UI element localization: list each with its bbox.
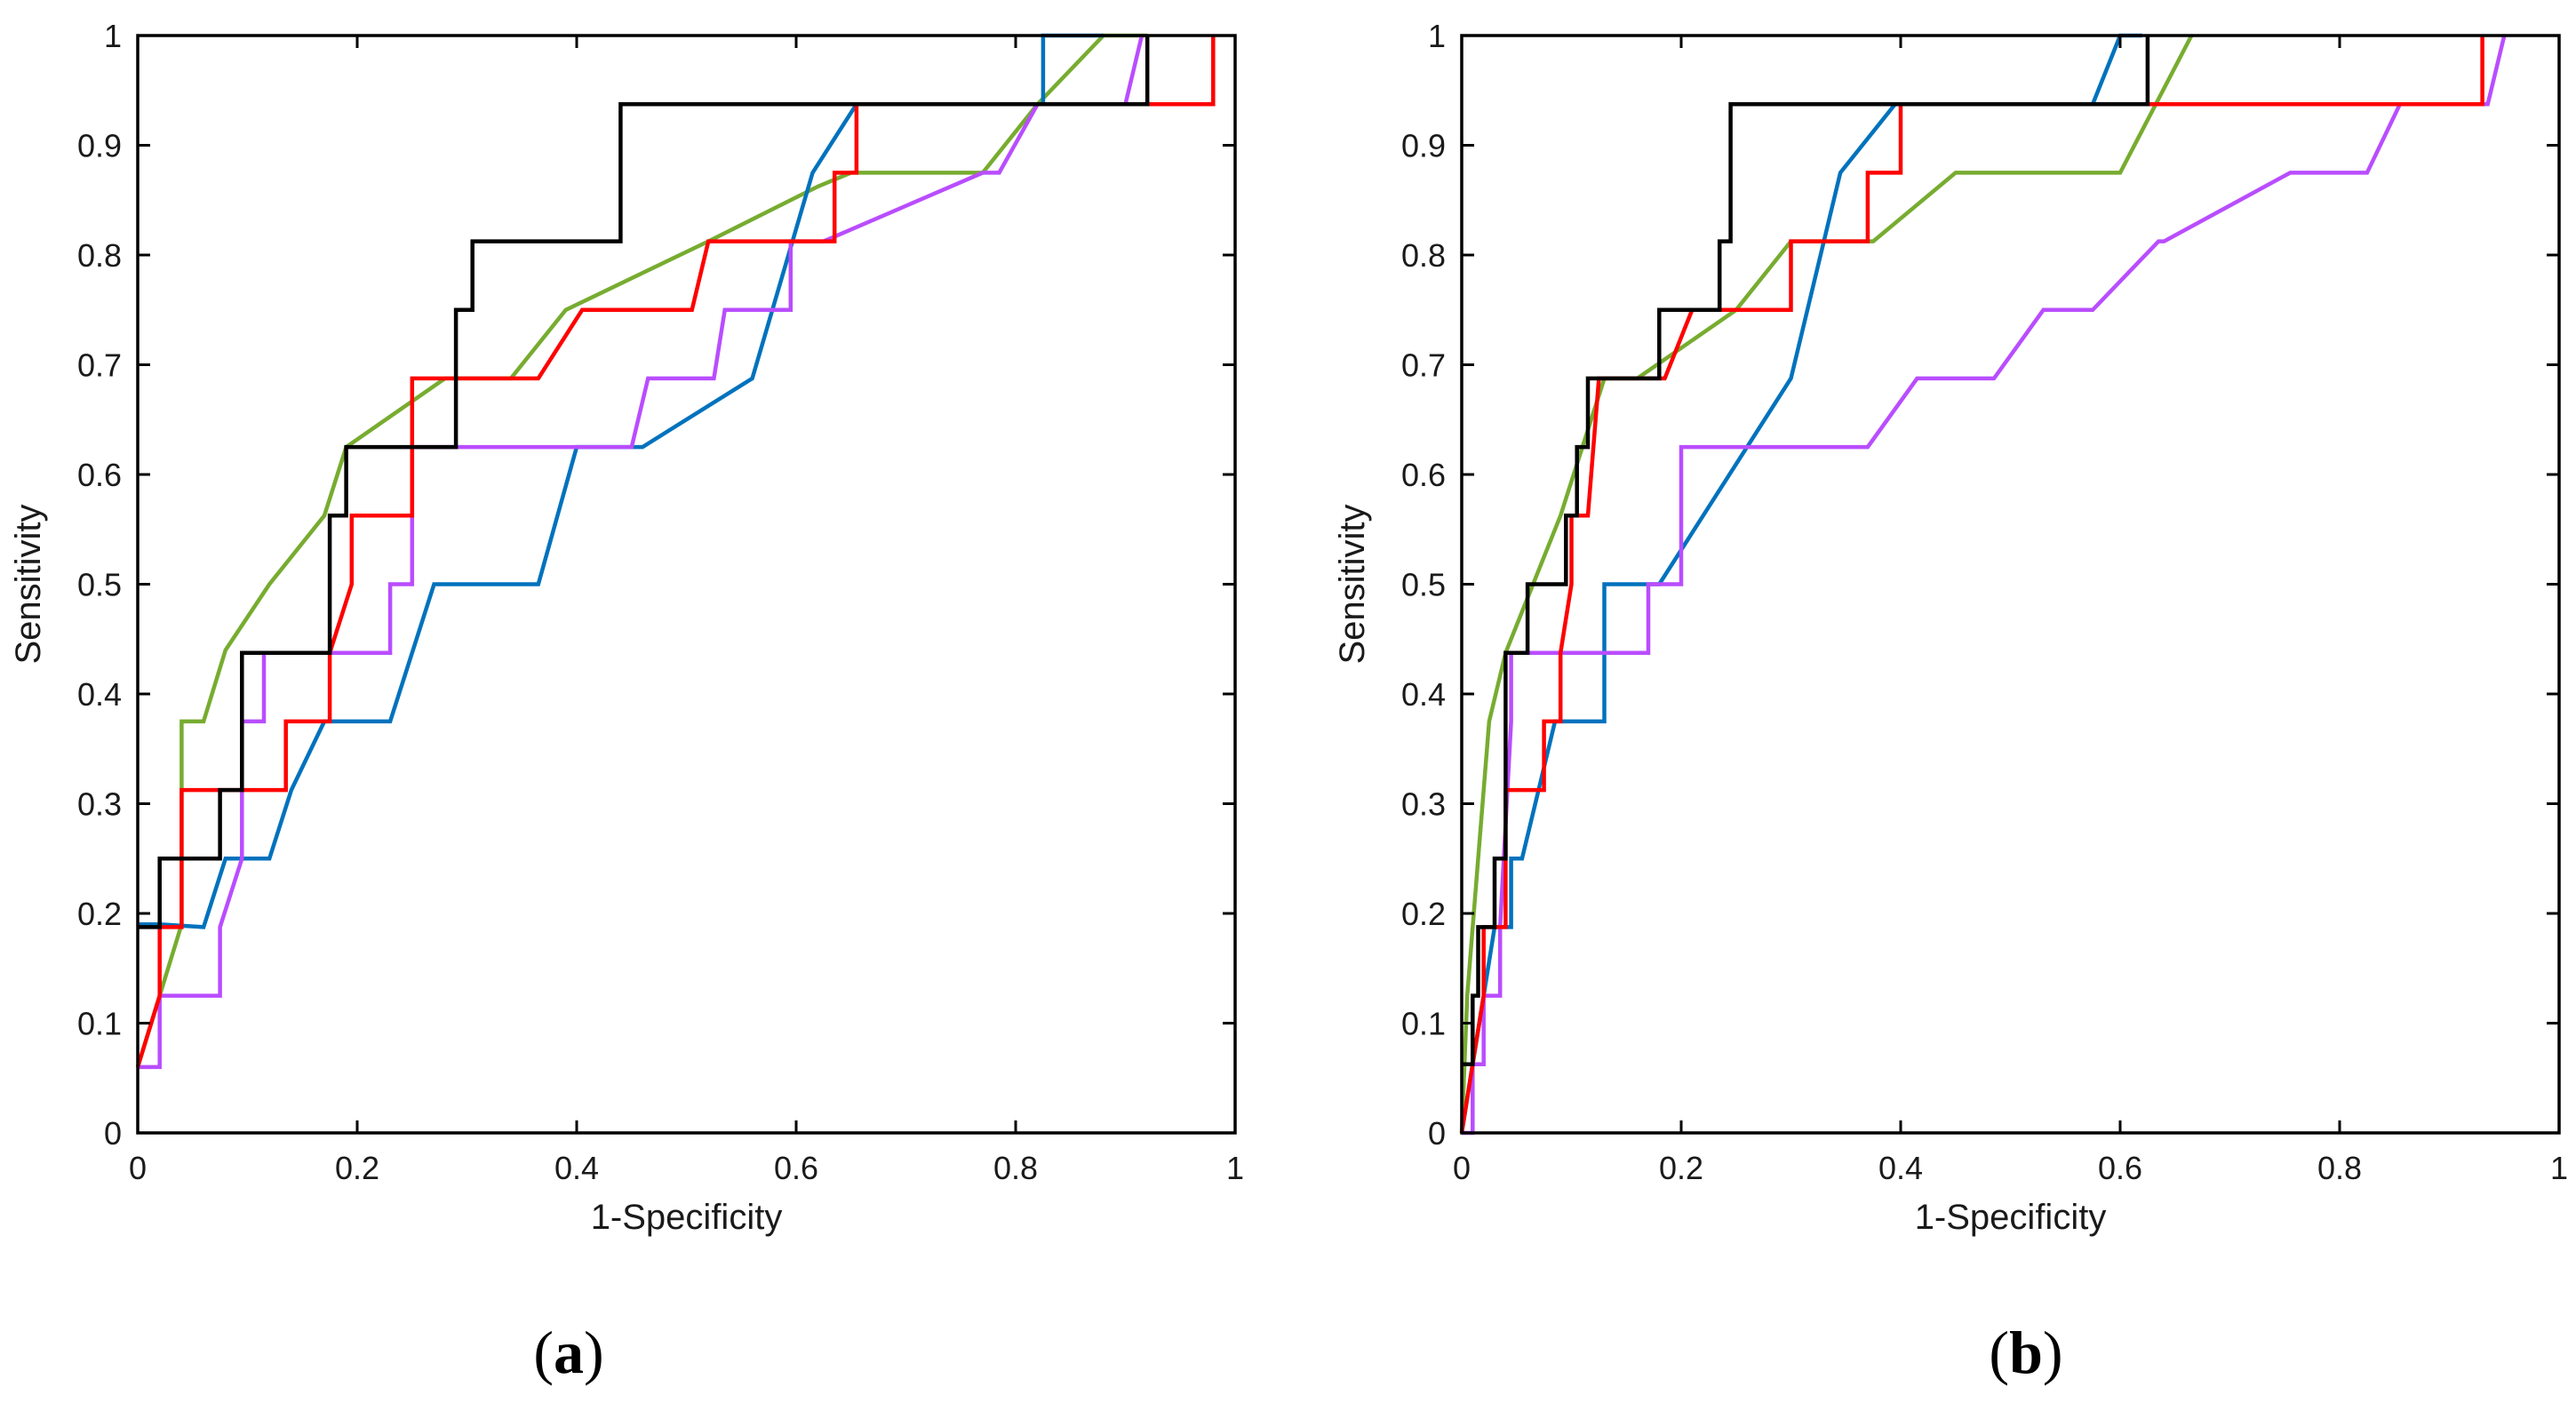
chart-b-panel: 0 0.2 0.4 0.6 0.8 1 0 0.1 0.2 0.3 0.4 0.5 0.6 0.7 0.8 0… [1333,18,2568,1386]
chart-a-ytick-label: 0.5 [77,567,122,603]
chart-b-xtick-label: 0.2 [1659,1150,1703,1186]
chart-b-series-black-line [1462,36,2150,1067]
chart-b-ytick-label: 0.9 [1401,128,1446,164]
chart-b-xtick-label: 0.6 [2098,1150,2142,1186]
chart-b-panel-label-close: ) [2043,1319,2063,1386]
chart-b-ytick-label: 0.8 [1401,237,1446,274]
chart-b-ytick-label: 0.3 [1401,786,1446,823]
chart-a-xtick-label: 0 [129,1150,147,1186]
chart-b-panel-label-open: ( [1989,1319,2009,1386]
chart-a-panel: 0 0.2 0.4 0.6 0.8 1 0 0.1 0.2 0.3 0.4 0.5 0.6 0.7 0.8 0… [9,18,1244,1386]
chart-a-ytick-label: 0.2 [77,896,122,932]
chart-a-panel-label-open: ( [533,1319,554,1386]
chart-a-series-green-line [135,33,1148,1068]
chart-a-x-axis-label: 1-Specificity [591,1198,783,1237]
chart-b-y-axis-label: Sensitivity [1333,504,1372,664]
chart-a-xtick-label: 0.2 [335,1150,379,1186]
chart-b-ytick-label: 0.1 [1401,1006,1446,1042]
chart-a-ytick-label: 0.1 [77,1006,122,1042]
chart-b-x-axis-label: 1-Specificity [1915,1198,2107,1237]
chart-a-xtick-label: 0.6 [774,1150,818,1186]
chart-b-xtick-label: 0.8 [2317,1150,2362,1186]
chart-a-series-red-line [135,36,1216,1068]
chart-b-panel-label-letter: b [2009,1319,2043,1386]
chart-a-ytick-label: 0.4 [77,676,122,713]
chart-b-series-red-line [1459,36,2484,1134]
chart-a-xtick-label: 0.8 [993,1150,1038,1186]
chart-a-xtick-label: 1 [1226,1150,1244,1186]
chart-a-y-axis-label: Sensitivity [9,504,48,664]
chart-a-panel-label: (a) [533,1319,603,1386]
chart-b-ytick-label: 0.7 [1401,347,1446,384]
chart-b-ytick-label: 0 [1428,1115,1446,1152]
chart-b-series-group [1459,33,2507,1136]
chart-b-xtick-label: 0.4 [1878,1150,1923,1186]
chart-b-ytick-label: 1 [1428,18,1446,54]
chart-b-ytick-label: 0.2 [1401,896,1446,932]
chart-b-ytick-label: 0.5 [1401,567,1446,603]
chart-a-ytick-label: 0.7 [77,347,122,384]
chart-a-ytick-label: 0.6 [77,457,122,493]
chart-a-ytick-label: 0 [104,1115,122,1152]
chart-a-ytick-label: 0.8 [77,237,122,274]
chart-a-panel-label-letter: a [554,1319,584,1386]
chart-b-xtick-label: 1 [2550,1150,2568,1186]
chart-a-xtick-label: 0.4 [554,1150,599,1186]
chart-b-ytick-label: 0.6 [1401,457,1446,493]
chart-b-panel-label: (b) [1989,1319,2062,1386]
chart-a-series-black-line [138,36,1150,929]
chart-a-panel-label-close: ) [584,1319,604,1386]
chart-a-series-purple-line [138,35,1144,1070]
chart-a-series-group [135,33,1216,1070]
chart-a-ytick-label: 1 [104,18,122,54]
chart-a-ytick-label: 0.3 [77,786,122,823]
chart-a-ytick-label: 0.9 [77,128,122,164]
chart-b-xtick-label: 0 [1453,1150,1471,1186]
chart-b-ytick-label: 0.4 [1401,676,1446,713]
chart-a-axes-frame [136,34,1237,1135]
